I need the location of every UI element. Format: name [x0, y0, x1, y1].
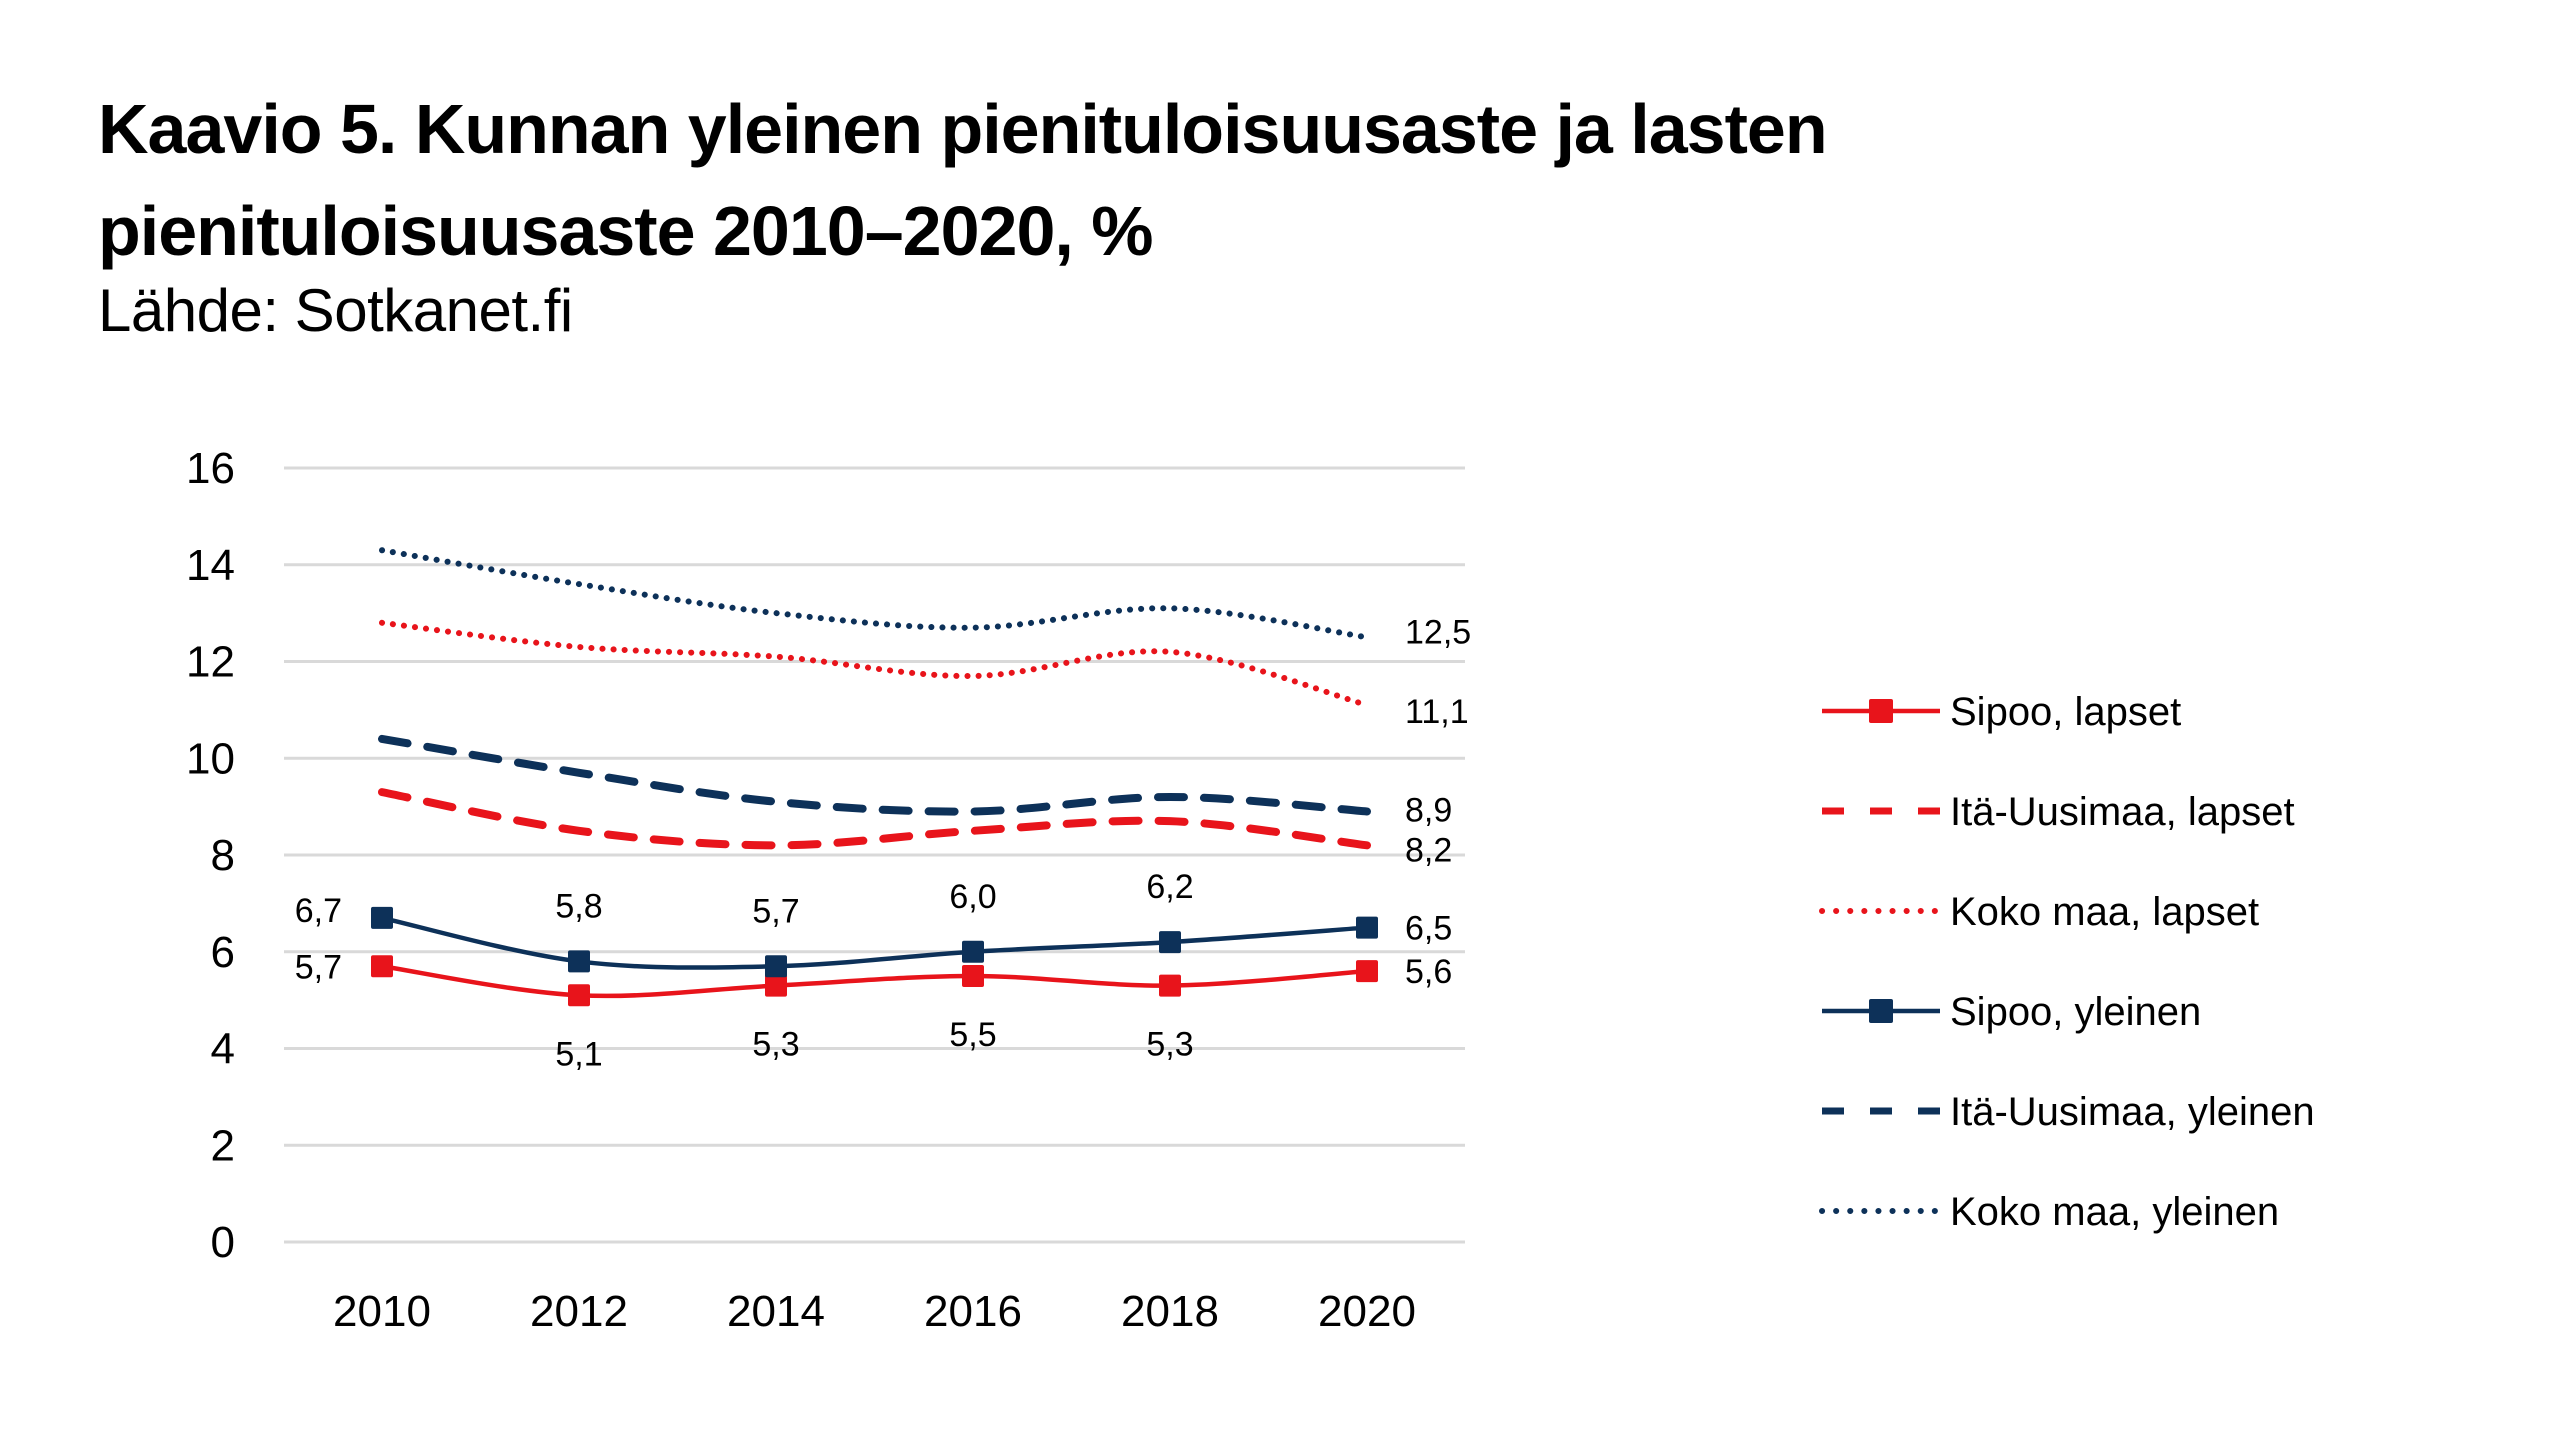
- legend-label: Itä-Uusimaa, lapset: [1950, 790, 2295, 834]
- data-label: 5,3: [752, 1026, 799, 1064]
- data-label: 12,5: [1405, 613, 1471, 651]
- y-tick-label: 12: [186, 638, 235, 687]
- legend-item: Koko maa, yleinen: [1819, 1190, 2279, 1234]
- x-tick-label: 2012: [530, 1287, 628, 1336]
- legend-marker: [1869, 699, 1893, 723]
- y-tick-label: 4: [211, 1025, 235, 1074]
- data-point-marker: [962, 940, 984, 963]
- data-point-marker: [1159, 974, 1181, 997]
- data-label: 6,7: [295, 892, 342, 930]
- legend-item: Sipoo, yleinen: [1822, 990, 2201, 1034]
- legend-label: Itä-Uusimaa, yleinen: [1950, 1090, 2315, 1134]
- data-label: 5,8: [555, 887, 602, 925]
- y-tick-label: 8: [211, 831, 235, 880]
- data-point-marker: [765, 974, 787, 997]
- data-label: 8,2: [1405, 831, 1452, 869]
- series-line-itä-uusimaa-yleinen: [378, 734, 1371, 816]
- legend-item: Sipoo, lapset: [1822, 690, 2181, 734]
- series-markers: [371, 906, 1378, 1007]
- legend-label: Sipoo, yleinen: [1950, 990, 2201, 1034]
- gridlines: [284, 466, 1465, 1244]
- legend-label: Koko maa, yleinen: [1950, 1190, 2279, 1234]
- data-label: 5,6: [1405, 953, 1452, 991]
- legend-label: Sipoo, lapset: [1950, 690, 2181, 734]
- data-label: 5,1: [555, 1035, 602, 1073]
- chart-title: Kaavio 5. Kunnan yleinen pienituloisuusa…: [98, 90, 1828, 270]
- data-label: 5,7: [752, 892, 799, 930]
- data-point-marker: [371, 955, 393, 978]
- data-point-marker: [568, 984, 590, 1007]
- legend-item: Itä-Uusimaa, lapset: [1822, 790, 2295, 834]
- data-label: 11,1: [1405, 693, 1469, 731]
- series-line-koko-maa-lapset: [379, 619, 1370, 709]
- data-label: 6,2: [1146, 868, 1193, 906]
- series-lines: [378, 547, 1371, 999]
- data-label: 5,7: [295, 948, 342, 986]
- data-label: 5,5: [949, 1016, 996, 1054]
- y-tick-label: 6: [211, 928, 235, 977]
- legend: Sipoo, lapset Itä-Uusimaa, lapset Koko maa…: [1819, 690, 2315, 1234]
- x-axis-ticks: 2010 2012 2014 2016 2018 2020: [333, 1287, 1416, 1336]
- legend-label: Koko maa, lapset: [1950, 890, 2259, 934]
- data-point-marker: [1356, 916, 1378, 939]
- series-line-sipoo-lapset: [381, 964, 1368, 999]
- data-labels: 5,7 5,1 5,3 5,5 5,3 5,6 8,2 11,1 6,7 5,8 5,7 6,0 6,2…: [295, 613, 1471, 1073]
- data-point-marker: [962, 964, 984, 987]
- data-point-marker: [1356, 960, 1378, 983]
- x-tick-label: 2020: [1318, 1287, 1416, 1336]
- data-label: 8,9: [1405, 791, 1452, 829]
- chart-subtitle: Lähde: Sotkanet.fi: [98, 277, 573, 344]
- x-tick-label: 2014: [727, 1287, 825, 1336]
- data-label: 6,5: [1405, 910, 1452, 948]
- data-point-marker: [568, 950, 590, 973]
- y-tick-label: 0: [211, 1218, 235, 1267]
- y-tick-label: 10: [186, 734, 235, 783]
- data-label: 6,0: [949, 878, 996, 916]
- x-tick-label: 2018: [1121, 1287, 1219, 1336]
- legend-item: Koko maa, lapset: [1819, 890, 2259, 934]
- y-axis-ticks: 0 2 4 6 8 10 12 14 16: [186, 444, 235, 1267]
- y-tick-label: 14: [186, 541, 235, 590]
- y-tick-label: 16: [186, 444, 235, 493]
- data-point-marker: [371, 906, 393, 929]
- data-point-marker: [765, 955, 787, 978]
- series-line-sipoo-yleinen: [381, 915, 1368, 970]
- series-line-koko-maa-yleinen: [379, 547, 1370, 641]
- legend-marker: [1869, 999, 1893, 1023]
- data-label: 5,3: [1146, 1026, 1193, 1064]
- x-tick-label: 2010: [333, 1287, 431, 1336]
- data-point-marker: [1159, 931, 1181, 954]
- x-tick-label: 2016: [924, 1287, 1022, 1336]
- legend-item: Itä-Uusimaa, yleinen: [1822, 1090, 2315, 1134]
- y-tick-label: 2: [211, 1121, 235, 1170]
